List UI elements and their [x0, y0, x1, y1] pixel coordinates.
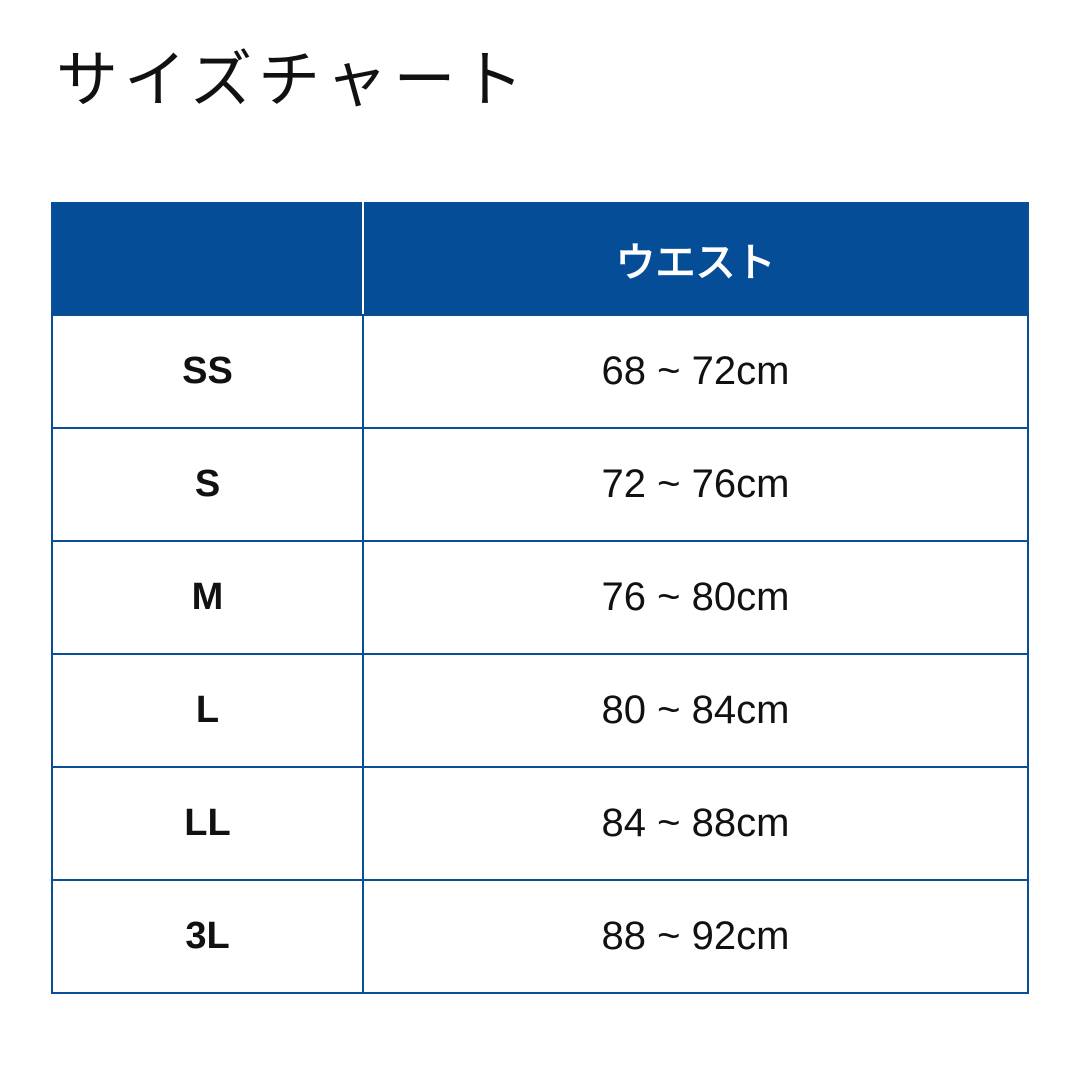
table-row: 3L 88 ~ 92cm	[51, 879, 1029, 994]
table-row: M 76 ~ 80cm	[51, 540, 1029, 655]
waist-cell: 76 ~ 80cm	[362, 540, 1029, 655]
page-title: サイズチャート	[56, 43, 530, 116]
size-cell: L	[51, 653, 364, 768]
size-cell: 3L	[51, 879, 364, 994]
waist-cell: 72 ~ 76cm	[362, 427, 1029, 542]
header-cell-waist: ウエスト	[362, 202, 1029, 316]
waist-cell: 84 ~ 88cm	[362, 766, 1029, 881]
table-row: L 80 ~ 84cm	[51, 653, 1029, 768]
table-row: S 72 ~ 76cm	[51, 427, 1029, 542]
size-cell: M	[51, 540, 364, 655]
table-row: LL 84 ~ 88cm	[51, 766, 1029, 881]
waist-cell: 68 ~ 72cm	[362, 314, 1029, 429]
size-cell: S	[51, 427, 364, 542]
table-header-row: ウエスト	[51, 202, 1029, 316]
size-chart-table: ウエスト SS 68 ~ 72cm S 72 ~ 76cm M 76 ~ 80cm L…	[51, 202, 1029, 994]
table-row: SS 68 ~ 72cm	[51, 314, 1029, 429]
waist-cell: 80 ~ 84cm	[362, 653, 1029, 768]
size-cell: SS	[51, 314, 364, 429]
header-cell-size	[51, 202, 364, 316]
size-cell: LL	[51, 766, 364, 881]
waist-cell: 88 ~ 92cm	[362, 879, 1029, 994]
